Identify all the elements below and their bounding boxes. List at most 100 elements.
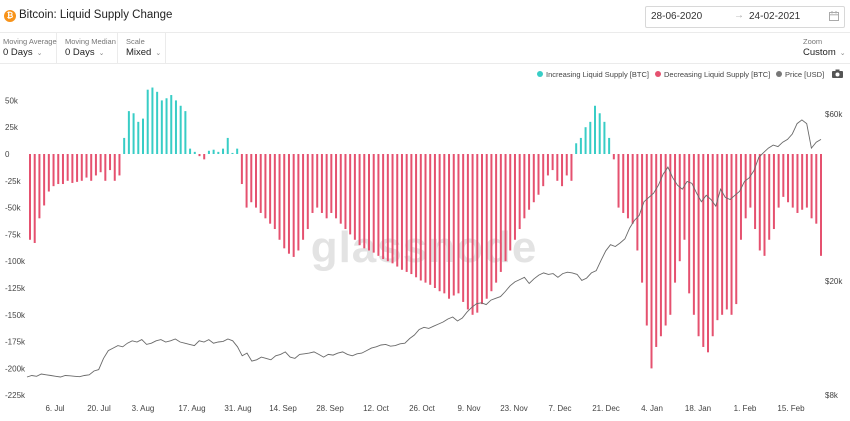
bar-decreasing	[490, 154, 493, 292]
bar-decreasing	[344, 154, 347, 230]
x-tick-label: 28. Sep	[316, 404, 344, 413]
bar-decreasing	[400, 154, 403, 270]
bar-increasing	[608, 137, 611, 154]
y-tick-label: -175k	[5, 338, 26, 347]
date-range-picker[interactable]: 28-06-2020 → 24-02-2021	[645, 6, 845, 28]
bar-decreasing	[485, 154, 488, 299]
bar-decreasing	[476, 154, 479, 313]
bar-increasing	[170, 95, 173, 154]
bar-decreasing	[358, 154, 361, 246]
scale-select[interactable]: Scale Mixed ⌄	[123, 33, 166, 63]
bar-decreasing	[716, 154, 719, 321]
bar-decreasing	[255, 154, 257, 208]
bar-decreasing	[33, 154, 36, 243]
bar-decreasing	[481, 154, 483, 305]
bar-decreasing	[641, 154, 644, 283]
bar-increasing	[193, 151, 196, 154]
x-axis: 6. Jul 20. Jul 3. Aug 17. Aug 31. Aug 14. Sep…	[45, 404, 805, 413]
x-tick-label: 18. Jan	[685, 404, 711, 413]
date-to-input[interactable]: 24-02-2021	[749, 11, 801, 22]
bar-decreasing	[777, 154, 780, 208]
bar-decreasing	[688, 154, 691, 294]
bar-decreasing	[546, 154, 549, 176]
bar-decreasing	[311, 154, 314, 213]
bar-decreasing	[76, 154, 79, 182]
bar-increasing	[165, 98, 168, 154]
bar-decreasing	[466, 154, 469, 310]
bar-decreasing	[38, 154, 41, 219]
bar-decreasing	[711, 154, 714, 337]
bar-decreasing	[363, 154, 366, 249]
legend-item-decreasing[interactable]: Decreasing Liquid Supply [BTC]	[655, 70, 770, 79]
legend-marker-decreasing	[655, 71, 661, 77]
x-tick-label: 9. Nov	[457, 404, 480, 413]
bar-decreasing	[104, 154, 107, 181]
chevron-down-icon: ⌄	[36, 50, 43, 57]
y-tick-label: 50k	[5, 96, 19, 105]
bar-decreasing	[617, 154, 620, 208]
x-tick-label: 20. Jul	[87, 404, 111, 413]
bar-increasing	[231, 152, 234, 154]
legend-label-decreasing: Decreasing Liquid Supply [BTC]	[664, 70, 771, 79]
legend-item-price[interactable]: Price [USD]	[776, 70, 824, 79]
camera-icon[interactable]	[832, 69, 843, 78]
bar-decreasing	[377, 154, 380, 256]
bar-decreasing	[457, 154, 460, 294]
moving-average-select[interactable]: Moving Average 0 Days ⌄	[0, 33, 57, 63]
bar-increasing	[584, 127, 587, 154]
y-tick-label: -75k	[5, 230, 22, 239]
bar-decreasing	[43, 154, 46, 206]
price-line-group	[26, 119, 822, 378]
legend-item-increasing[interactable]: Increasing Liquid Supply [BTC]	[537, 70, 649, 79]
x-tick-label: 17. Aug	[178, 404, 205, 413]
date-from-input[interactable]: 28-06-2020	[651, 11, 703, 22]
zoom-value: Custom	[803, 47, 836, 58]
bar-increasing	[146, 89, 149, 154]
bar-decreasing	[85, 154, 88, 178]
bar-decreasing	[735, 154, 738, 305]
moving-median-select[interactable]: Moving Median 0 Days ⌄	[62, 33, 118, 63]
scale-label: Scale	[126, 37, 145, 46]
bar-decreasing	[302, 154, 305, 240]
y-tick-label: 25k	[5, 123, 19, 132]
legend-label-price: Price [USD]	[785, 70, 825, 79]
bar-decreasing	[339, 154, 342, 224]
calendar-icon[interactable]	[829, 11, 839, 21]
bar-decreasing	[66, 154, 69, 181]
arrow-right-icon: →	[734, 10, 744, 21]
bar-decreasing	[118, 154, 121, 176]
bar-decreasing	[551, 154, 554, 171]
bar-decreasing	[471, 154, 474, 315]
bar-decreasing	[791, 154, 794, 208]
x-tick-label: 15. Feb	[777, 404, 805, 413]
x-tick-label: 23. Nov	[500, 404, 528, 413]
bar-decreasing	[754, 154, 757, 230]
bar-decreasing	[702, 154, 705, 347]
chart-controls: Moving Average 0 Days ⌄ Moving Median 0 D…	[0, 32, 850, 64]
bar-increasing	[575, 143, 578, 154]
bar-decreasing	[283, 154, 286, 249]
legend-label-increasing: Increasing Liquid Supply [BTC]	[546, 70, 649, 79]
bar-increasing	[137, 121, 140, 154]
bar-decreasing	[664, 154, 667, 326]
bar-decreasing	[495, 154, 498, 283]
bar-increasing	[123, 137, 126, 154]
bar-decreasing	[61, 154, 64, 185]
x-tick-label: 14. Sep	[269, 404, 297, 413]
bar-decreasing	[198, 154, 201, 157]
bar-decreasing	[763, 154, 766, 256]
bar-decreasing	[697, 154, 700, 337]
bar-decreasing	[631, 154, 634, 224]
bar-decreasing	[650, 154, 653, 369]
bar-decreasing	[509, 154, 512, 251]
bar-decreasing	[669, 154, 672, 315]
title-bar: ₿ Bitcoin: Liquid Supply Change 28-06-20…	[0, 0, 850, 32]
bar-increasing	[222, 148, 225, 154]
bar-decreasing	[410, 154, 413, 275]
bar-decreasing	[692, 154, 695, 315]
bar-decreasing	[90, 154, 93, 181]
moving-median-label: Moving Median	[65, 37, 116, 46]
bar-increasing	[132, 113, 135, 154]
x-tick-label: 3. Aug	[132, 404, 155, 413]
bar-decreasing	[240, 154, 243, 185]
